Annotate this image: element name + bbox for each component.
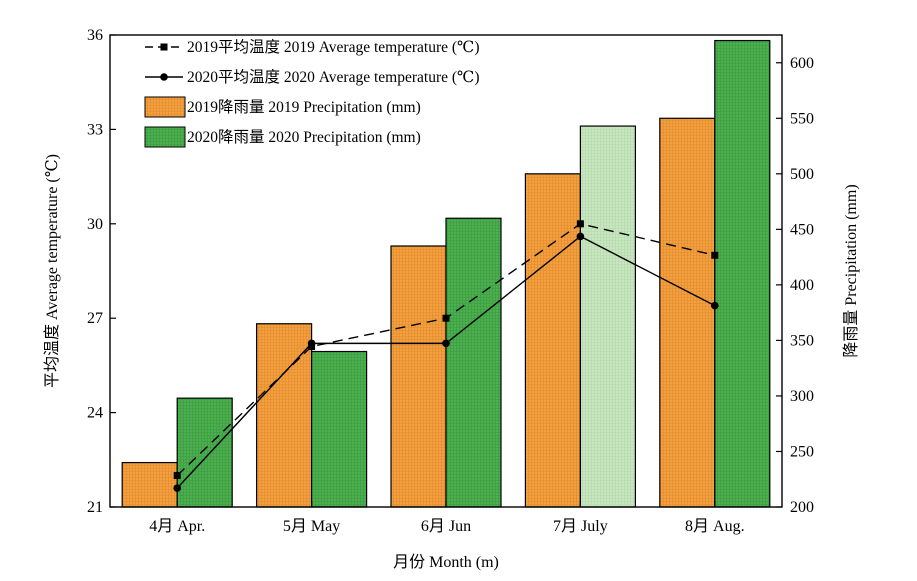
- left-tick-label-1: 24: [87, 405, 103, 422]
- bar-2019-0: [121, 461, 178, 508]
- point-2020-1: [307, 339, 316, 348]
- left-tick-label-2: 27: [87, 310, 103, 327]
- point-2020-0: [173, 484, 181, 492]
- right-tick-label-1: 250: [790, 443, 814, 460]
- legend-swatch-2020-precip: [144, 126, 186, 148]
- point-2020-2: [442, 339, 450, 348]
- legend-label-2019-precip: 2019降雨量 2019 Precipitation (mm): [187, 98, 421, 116]
- left-tick-label-5: 36: [87, 27, 103, 44]
- x-tick-label-0: 4月 Apr.: [149, 518, 205, 535]
- bar-2019-4: [659, 117, 716, 508]
- x-tick-label-4: 8月 Aug.: [685, 518, 745, 535]
- bar-2020-0: [176, 397, 233, 508]
- bar-2020-3: [579, 125, 637, 508]
- x-tick-label-1: 5月 May: [283, 518, 340, 535]
- legend-label-2019-temperature: 2019平均温度 2019 Average temperature (℃): [187, 38, 480, 56]
- left-tick-label-0: 21: [87, 499, 103, 516]
- left-axis-title: 平均温度 Average temperature (℃): [43, 154, 61, 388]
- right-axis-title: 降雨量 Precipitation (mm): [842, 184, 860, 357]
- legend-label-2020-temperature: 2020平均温度 2020 Average temperature (℃): [187, 68, 480, 86]
- point-2020-3: [576, 232, 585, 241]
- right-tick-label-8: 600: [790, 55, 814, 72]
- point-2019-4: [711, 251, 719, 259]
- lines-layer: [173, 220, 719, 492]
- point-2019-0: [173, 472, 181, 480]
- bar-2020-2: [445, 217, 502, 508]
- point-2019-3: [576, 220, 584, 228]
- legend-marker-2020: [160, 73, 168, 81]
- legend-label-2020-precip: 2020降雨量 2020 Precipitation (mm): [187, 128, 421, 146]
- legend-swatch-2019-precip: [144, 96, 186, 118]
- right-tick-label-0: 200: [790, 499, 814, 516]
- left-tick-label-4: 33: [87, 121, 103, 138]
- right-tick-label-5: 450: [790, 221, 814, 238]
- x-axis-title: 月份 Month (m): [393, 553, 499, 571]
- bar-2019-2: [390, 245, 447, 508]
- point-2019-2: [442, 314, 450, 322]
- right-tick-label-7: 550: [790, 110, 814, 127]
- bar-2020-4: [714, 39, 771, 508]
- legend-marker-2019: [160, 43, 168, 51]
- x-tick-label-2: 6月 Jun: [421, 518, 471, 535]
- bar-2019-3: [524, 173, 582, 508]
- right-tick-label-6: 500: [790, 166, 814, 183]
- axes-layer: 21 24 27 30 33 36 200 250 300 350 400 450 500 550 600 4…: [43, 27, 860, 571]
- point-2020-4: [711, 301, 719, 310]
- right-tick-label-3: 350: [790, 332, 814, 349]
- left-tick-label-3: 30: [87, 216, 103, 233]
- right-tick-label-4: 400: [790, 277, 814, 294]
- right-tick-label-2: 300: [790, 388, 814, 405]
- bar-2019-1: [256, 323, 313, 508]
- bar-2020-1: [311, 350, 368, 508]
- x-tick-label-3: 7月 July: [553, 518, 608, 535]
- bars-layer: [121, 39, 771, 508]
- legend: 2019平均温度 2019 Average temperature (℃) 202…: [144, 38, 480, 148]
